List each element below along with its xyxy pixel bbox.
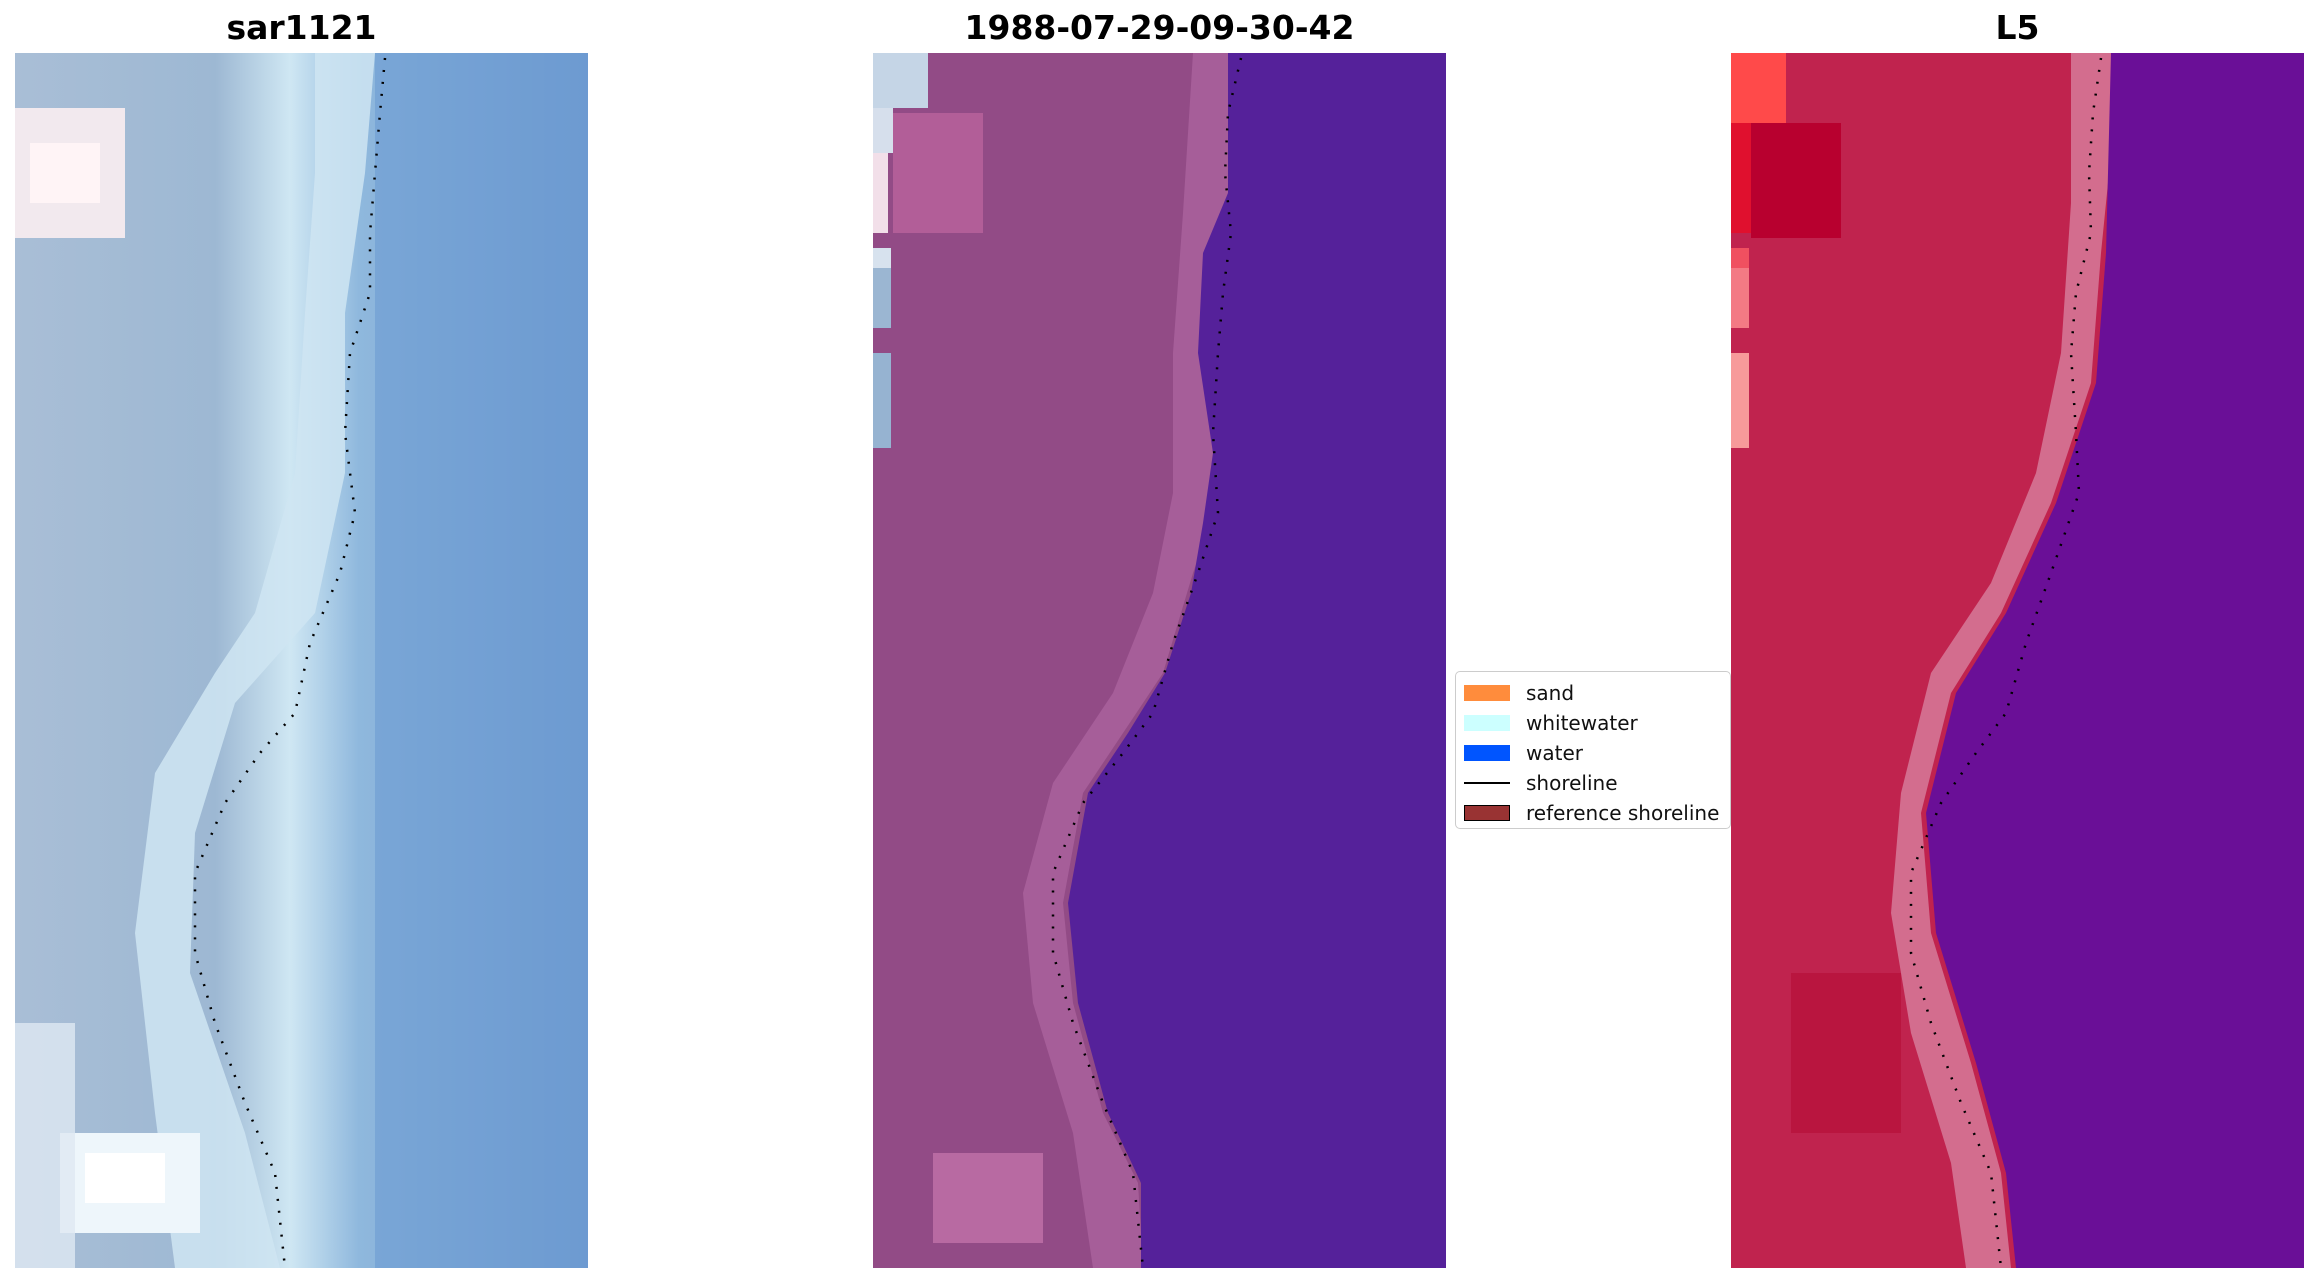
classified-image (873, 53, 1446, 1268)
legend-item-water: water (1464, 738, 1722, 768)
rgb-image (15, 53, 588, 1268)
classified-image-panel (873, 53, 1446, 1268)
sand-swatch (1464, 685, 1510, 701)
panel-title-classified: 1988-07-29-09-30-42 (964, 8, 1355, 47)
whitewater-swatch (1464, 715, 1510, 731)
legend-item-whitewater: whitewater (1464, 708, 1722, 738)
legend: sand whitewater water shoreline referenc… (1455, 671, 1731, 829)
legend-label: shoreline (1526, 771, 1618, 795)
panel-title-index: L5 (1995, 8, 2040, 47)
legend-item-reference-shoreline: reference shoreline (1464, 798, 1722, 828)
index-image-panel (1731, 53, 2304, 1268)
legend-label: water (1526, 741, 1583, 765)
legend-item-sand: sand (1464, 678, 1722, 708)
rgb-image-panel (15, 53, 588, 1268)
reference-shoreline-swatch (1464, 805, 1510, 821)
water-swatch (1464, 745, 1510, 761)
shoreline-swatch (1464, 782, 1510, 784)
index-image (1731, 53, 2304, 1268)
legend-label: reference shoreline (1526, 801, 1720, 825)
legend-item-shoreline: shoreline (1464, 768, 1722, 798)
panel-title-rgb: sar1121 (226, 8, 377, 47)
legend-label: sand (1526, 681, 1575, 705)
legend-label: whitewater (1526, 711, 1638, 735)
